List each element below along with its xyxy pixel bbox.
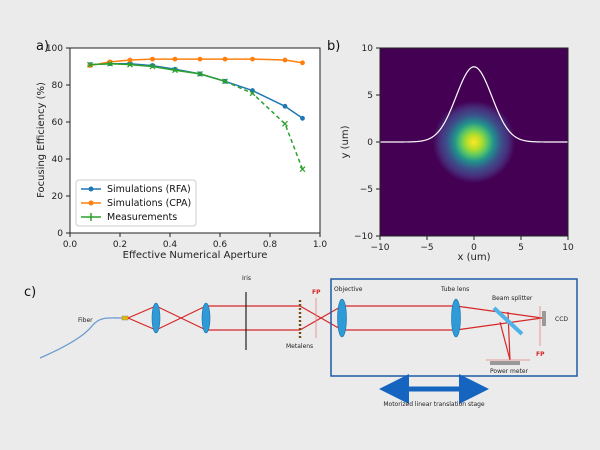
series-line-1 <box>89 58 303 67</box>
collimating-lens-1 <box>151 302 161 334</box>
ccd-sensor <box>542 311 546 326</box>
label-objective: Objective <box>334 286 363 293</box>
panel-label-c: c) <box>24 285 36 300</box>
data-point-measurement <box>172 67 178 74</box>
data-point-measurement <box>107 60 113 67</box>
data-point-series-1 <box>172 56 178 62</box>
legend-label-meas: Measurements <box>107 212 177 223</box>
data-point-series-1 <box>150 56 155 62</box>
chart-b-xtick-label: 5 <box>518 243 524 253</box>
chart-a-xtick-label: 0.4 <box>163 240 178 250</box>
chart-a-ytick-label: 100 <box>46 44 63 54</box>
data-point-series-1 <box>127 57 133 63</box>
chart-a-xtick-label: 0.6 <box>213 240 228 250</box>
data-point-series-0 <box>282 103 288 109</box>
label-ccd: CCD <box>555 316 568 323</box>
label-beam-splitter: Beam splitter <box>492 295 533 302</box>
data-point-measurement <box>127 61 133 68</box>
label-fiber: Fiber <box>78 317 93 324</box>
data-point-measurement <box>282 120 288 127</box>
chart-a-xtick-label: 0.8 <box>263 240 278 250</box>
chart-b-xtick-label: −5 <box>420 243 433 253</box>
beam-splitter <box>492 306 524 336</box>
series-line-measurements-dashed <box>224 80 304 170</box>
objective-lens <box>337 298 347 338</box>
label-power-meter: Power meter <box>490 368 529 375</box>
chart-b-ytick-label: −10 <box>354 232 373 242</box>
chart-b-ytick-label: 10 <box>362 44 374 54</box>
label-stage: Motorized linear translation stage <box>383 401 485 408</box>
data-point-measurement <box>197 70 203 77</box>
data-point-series-1 <box>282 57 288 63</box>
panel-label-a: a) <box>36 39 49 54</box>
chart-b-xlabel: x (um) <box>458 252 491 263</box>
optical-setup-diagram: Fiber Iris Metalens FP <box>39 275 578 408</box>
chart-a-ytick-label: 60 <box>52 118 64 128</box>
label-fp-2: FP <box>536 351 545 358</box>
chart-b-ytick-label: −5 <box>360 185 373 195</box>
legend-label-rfa: Simulations (RFA) <box>107 184 191 195</box>
chart-a-ylabel: Focusing Efficiency (%) <box>36 82 47 198</box>
panel-label-b: b) <box>327 39 340 54</box>
chart-b-ticks: −10 −5 0 5 10 −10 −5 0 5 10 <box>354 44 574 253</box>
chart-a-legend: Simulations (RFA) Simulations (CPA) Meas… <box>75 179 197 227</box>
collimating-lens-2 <box>201 302 211 334</box>
focal-spot <box>432 100 516 184</box>
chart-a-xtick-label: 0.0 <box>63 240 78 250</box>
data-point-series-1 <box>197 56 203 62</box>
chart-a-ticks: 0.0 0.2 0.4 0.6 0.8 1.0 0 20 40 60 80 100 <box>46 44 328 250</box>
efficiency-chart: 0.0 0.2 0.4 0.6 0.8 1.0 0 20 40 60 80 100 Effective… <box>36 44 327 261</box>
fiber-cable <box>39 317 123 359</box>
data-point-measurement <box>299 166 306 173</box>
chart-a-ytick-label: 20 <box>52 192 64 202</box>
chart-b-xtick-label: −10 <box>371 243 390 253</box>
chart-b-ylabel: y (um) <box>340 125 351 158</box>
legend-marker-rfa <box>88 186 94 192</box>
label-tube-lens: Tube lens <box>440 286 469 293</box>
data-point-series-1 <box>222 56 228 62</box>
chart-a-xtick-label: 1.0 <box>313 240 328 250</box>
label-metalens: Metalens <box>286 343 313 350</box>
data-point-series-0 <box>300 115 305 121</box>
beam-path <box>127 305 543 361</box>
focal-spot-heatmap: −10 −5 0 5 10 −10 −5 0 5 10 x (um) y (um) <box>340 44 574 263</box>
chart-a-ytick-label: 80 <box>52 81 64 91</box>
fiber-connector <box>121 315 129 321</box>
chart-b-xtick-label: 0 <box>471 243 477 253</box>
chart-a-series <box>87 56 306 173</box>
chart-b-ytick-label: 5 <box>367 91 373 101</box>
chart-a-xlabel: Effective Numerical Aperture <box>123 250 268 261</box>
data-point-series-1 <box>300 60 305 66</box>
label-fp-1: FP <box>312 289 321 296</box>
data-point-measurement <box>87 61 93 68</box>
chart-a-xtick-label: 0.2 <box>113 240 127 250</box>
label-iris: Iris <box>242 275 251 282</box>
chart-a-ytick-label: 40 <box>52 155 64 165</box>
legend-label-cpa: Simulations (CPA) <box>107 198 191 209</box>
data-point-measurement <box>149 63 156 70</box>
chart-a-ytick-label: 0 <box>57 229 63 239</box>
power-meter <box>490 361 520 365</box>
legend-box <box>75 179 197 227</box>
data-point-series-1 <box>250 56 255 62</box>
data-point-measurement <box>249 90 256 97</box>
intensity-profile-line <box>380 66 568 143</box>
tube-lens <box>451 298 461 338</box>
legend-marker-cpa <box>88 200 94 206</box>
chart-b-ytick-label: 0 <box>367 138 373 148</box>
chart-b-xtick-label: 10 <box>562 243 574 253</box>
data-point-measurement <box>222 78 228 85</box>
